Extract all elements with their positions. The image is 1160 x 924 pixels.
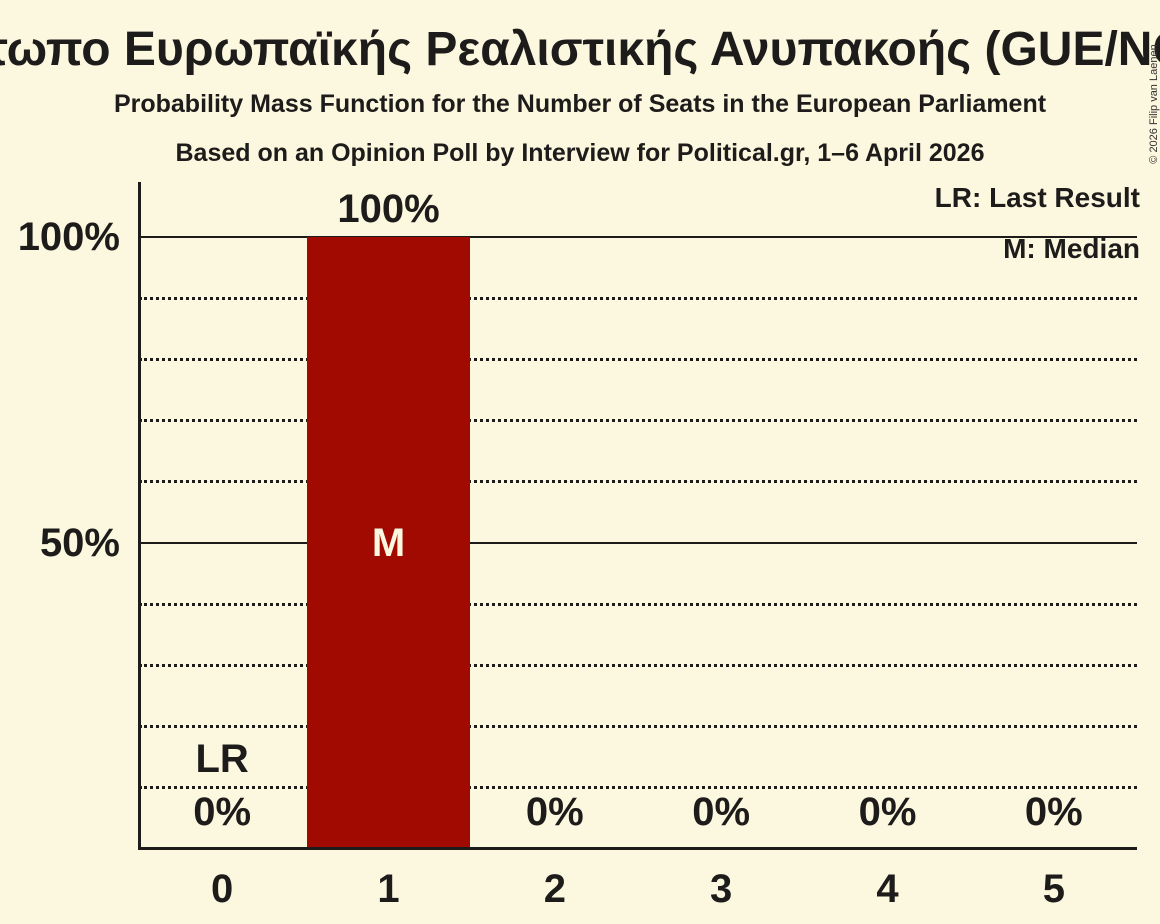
gridline-90pct <box>139 297 1137 301</box>
x-axis-label-4: 4 <box>876 867 899 911</box>
x-axis-label-2: 2 <box>543 867 566 911</box>
legend-last-result: LR: Last Result <box>934 182 1140 213</box>
zero-value-label-5: 0% <box>1024 790 1083 834</box>
x-axis-line <box>137 846 1137 850</box>
x-axis-label-1: 1 <box>377 867 400 911</box>
x-axis-label-0: 0 <box>211 867 234 911</box>
gridline-20pct <box>139 724 1137 728</box>
gridline-60pct <box>139 480 1137 484</box>
median-marker: M <box>371 520 406 565</box>
zero-value-label-3: 0% <box>692 790 751 834</box>
y-axis-label-50: 50% <box>39 520 120 565</box>
chart-source-line: Based on an Opinion Poll by Interview fo… <box>175 139 985 167</box>
gridline-30pct <box>139 663 1137 667</box>
gridline-10pct <box>139 785 1137 789</box>
y-axis-label-100: 100% <box>17 215 120 259</box>
gridline-50pct <box>139 541 1137 544</box>
gridline-70pct <box>139 419 1137 423</box>
gridline-100pct <box>139 236 1137 238</box>
legend-median: M: Median <box>1003 233 1140 264</box>
gridline-80pct <box>139 358 1137 362</box>
chart-title: Μέτωπο Ευρωπαϊκής Ρεαλιστικής Ανυπακοής … <box>0 23 1160 76</box>
bar-value-label-1: 100% <box>337 187 440 231</box>
last-result-marker: LR <box>195 737 249 781</box>
chart-subtitle: Probability Mass Function for the Number… <box>113 90 1047 118</box>
copyright-notice: © 2026 Filip van Laenen <box>1148 44 1160 164</box>
gridline-40pct <box>139 602 1137 606</box>
x-axis-label-5: 5 <box>1042 867 1065 911</box>
bar-seats-1 <box>307 237 470 848</box>
zero-value-label-0: 0% <box>193 790 252 834</box>
zero-value-label-2: 0% <box>525 790 584 834</box>
zero-value-label-4: 0% <box>858 790 917 834</box>
y-axis-line <box>137 182 141 850</box>
x-axis-label-3: 3 <box>710 867 733 911</box>
